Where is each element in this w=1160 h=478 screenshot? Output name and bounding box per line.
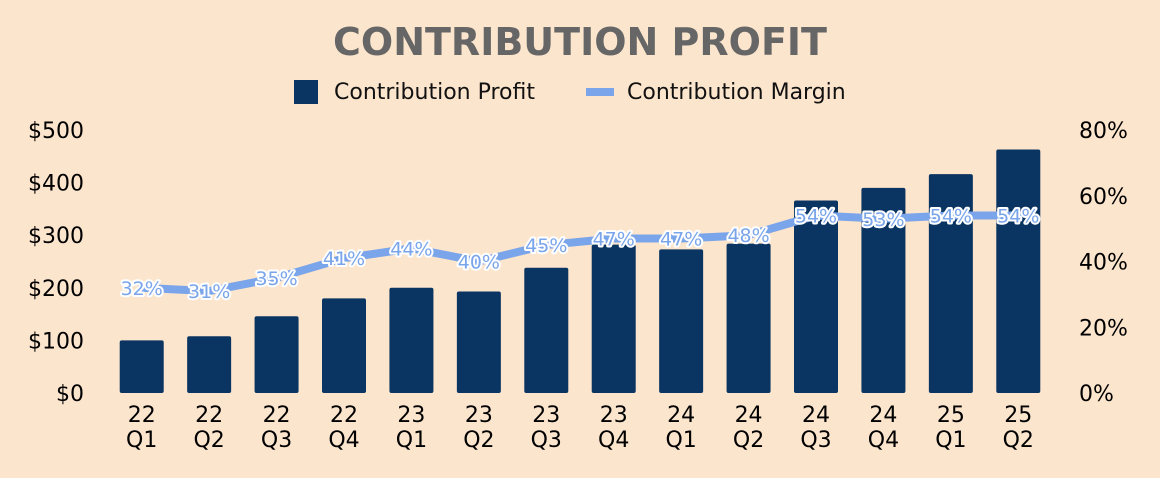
bar-series	[119, 149, 1041, 393]
line-point-contribution-margin	[139, 285, 144, 290]
left-axis-tick-label: $100	[28, 329, 84, 354]
bar-contribution-profit	[659, 249, 704, 393]
line-point-contribution-margin	[679, 236, 684, 241]
x-tick-year-label: 22	[195, 403, 223, 428]
x-tick-year-label: 23	[465, 403, 493, 428]
x-tick-year-label: 23	[532, 403, 560, 428]
bar-contribution-profit	[996, 149, 1041, 393]
right-axis-tick-label: 80%	[1079, 119, 1128, 144]
x-tick-year-label: 22	[128, 403, 156, 428]
line-point-contribution-margin	[544, 243, 549, 248]
right-axis-tick-label: 40%	[1079, 251, 1128, 276]
x-tick-quarter-label: Q2	[733, 428, 764, 453]
x-tick-quarter-label: Q2	[463, 428, 494, 453]
line-point-contribution-margin	[1016, 213, 1021, 218]
bar-contribution-profit	[254, 316, 299, 393]
x-tick-year-label: 22	[263, 403, 291, 428]
bar-contribution-profit	[524, 267, 569, 393]
right-axis-ticks: 0% 20% 40% 60% 80%	[1079, 119, 1128, 407]
line-point-contribution-margin	[746, 233, 751, 238]
line-contribution-margin	[137, 211, 1023, 296]
line-point-contribution-margin	[409, 246, 414, 251]
line-point-contribution-margin	[342, 256, 346, 261]
line-data-label: 44%	[390, 238, 432, 260]
line-data-label: 45%	[525, 235, 567, 257]
line-point-contribution-margin	[948, 213, 953, 218]
x-tick-year-label: 24	[802, 403, 830, 428]
line-data-label: 47%	[660, 228, 702, 250]
line-data-label: 53%	[862, 209, 904, 231]
x-axis-ticks: 22Q122Q222Q322Q423Q123Q223Q323Q424Q124Q2…	[126, 403, 1034, 453]
right-axis-tick-label: 60%	[1079, 185, 1128, 210]
x-tick-quarter-label: Q3	[800, 428, 831, 453]
line-data-label: 54%	[930, 205, 972, 227]
line-point-contribution-margin	[611, 236, 616, 241]
left-axis-tick-label: $500	[28, 119, 84, 144]
bar-contribution-profit	[861, 187, 906, 393]
line-data-label: 47%	[593, 228, 635, 250]
line-data-label: 40%	[458, 252, 500, 274]
bar-contribution-profit	[726, 243, 771, 393]
x-tick-year-label: 25	[1004, 403, 1032, 428]
line-point-contribution-margin	[476, 259, 481, 264]
x-tick-quarter-label: Q1	[126, 428, 157, 453]
bar-contribution-profit	[928, 174, 973, 393]
left-axis-tick-label: $300	[28, 224, 84, 249]
legend-swatch-contribution-margin	[586, 88, 614, 96]
x-tick-quarter-label: Q2	[193, 428, 224, 453]
right-axis-tick-label: 0%	[1079, 382, 1114, 407]
line-point-contribution-margin	[814, 213, 818, 218]
bar-contribution-profit	[119, 340, 164, 393]
bar-contribution-profit	[322, 298, 366, 393]
x-tick-quarter-label: Q4	[868, 428, 899, 453]
line-data-label: 32%	[121, 278, 163, 300]
bar-contribution-profit	[794, 200, 838, 393]
legend-label-contribution-margin: Contribution Margin	[627, 80, 846, 105]
legend-label-contribution-profit: Contribution Profit	[334, 80, 535, 105]
bar-contribution-profit	[456, 291, 501, 393]
line-data-labels: 32% 31% 35% 41% 44% 40% 45% 47% 47% 48% 54% 53% 54% 5…	[119, 203, 1042, 305]
right-axis-tick-label: 20%	[1079, 316, 1128, 341]
line-data-label: 35%	[255, 268, 297, 290]
x-tick-quarter-label: Q2	[1003, 428, 1034, 453]
x-tick-quarter-label: Q4	[328, 428, 359, 453]
x-tick-year-label: 22	[330, 403, 358, 428]
line-data-label: 41%	[323, 248, 365, 270]
line-data-label: 31%	[188, 281, 230, 303]
x-tick-quarter-label: Q3	[261, 428, 292, 453]
legend: Contribution Profit Contribution Margin	[294, 80, 846, 105]
x-tick-quarter-label: Q4	[598, 428, 629, 453]
x-tick-year-label: 23	[397, 403, 425, 428]
x-tick-quarter-label: Q1	[665, 428, 696, 453]
left-axis-tick-label: $0	[56, 382, 84, 407]
x-tick-quarter-label: Q3	[531, 428, 562, 453]
bar-contribution-profit	[389, 287, 434, 393]
x-tick-quarter-label: Q1	[935, 428, 966, 453]
x-tick-year-label: 24	[667, 403, 695, 428]
line-data-label: 54%	[997, 205, 1039, 227]
line-data-label: 48%	[727, 225, 769, 247]
chart-title: CONTRIBUTION PROFIT	[333, 20, 827, 64]
line-point-contribution-margin	[207, 289, 212, 294]
line-point-contribution-margin	[274, 275, 279, 280]
legend-swatch-contribution-profit	[294, 80, 318, 104]
bar-contribution-profit	[591, 244, 636, 393]
line-series	[137, 211, 1023, 296]
line-point-contribution-margin	[881, 216, 886, 221]
left-axis-ticks: $0 $100 $200 $300 $400 $500	[28, 119, 84, 407]
bar-contribution-profit	[187, 336, 232, 393]
line-data-label: 54%	[795, 205, 837, 227]
left-axis-tick-label: $200	[28, 277, 84, 302]
left-axis-tick-label: $400	[28, 172, 84, 197]
x-tick-year-label: 25	[937, 403, 965, 428]
x-tick-year-label: 24	[869, 403, 897, 428]
x-tick-year-label: 23	[600, 403, 628, 428]
x-tick-year-label: 24	[735, 403, 763, 428]
x-tick-quarter-label: Q1	[396, 428, 427, 453]
